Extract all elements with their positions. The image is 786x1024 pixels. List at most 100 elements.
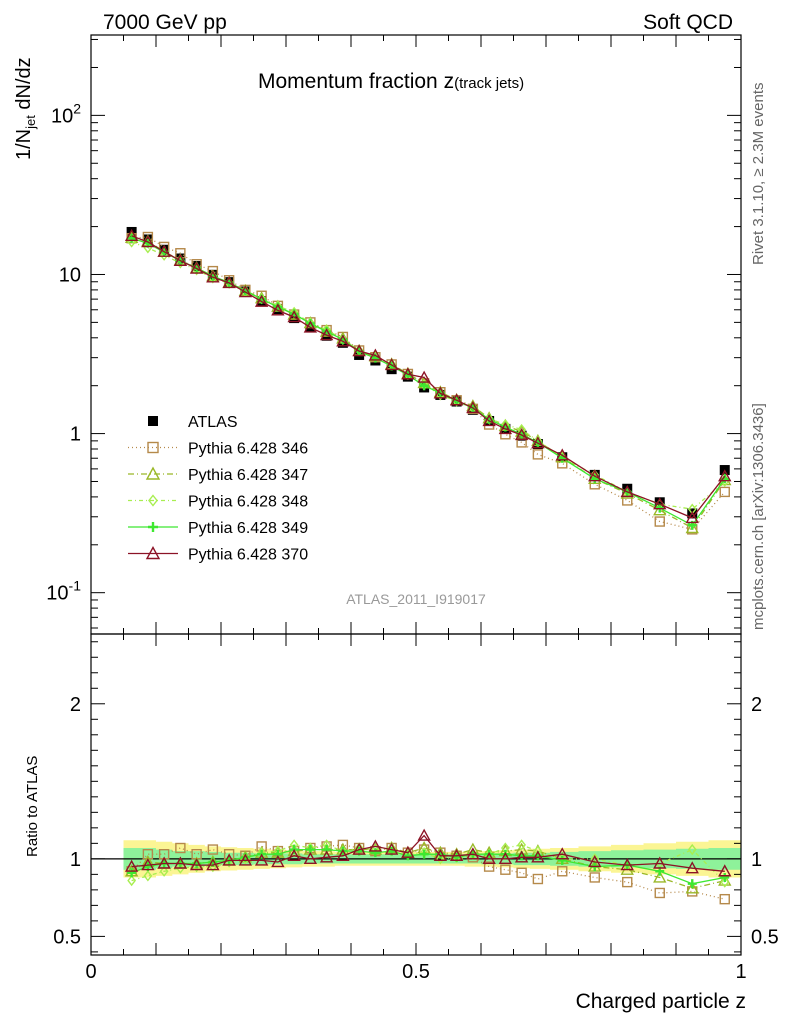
- main-series-point-5-11: [303, 320, 318, 333]
- main-series-point-4-0: [127, 233, 137, 243]
- ratio-series-point-4-21: [466, 847, 480, 860]
- main-series-point-5-17: [401, 367, 415, 380]
- ratio-series-point-0-25: [532, 873, 544, 885]
- legend-label-3: Pythia 6.428 348: [188, 494, 308, 511]
- main-series-point-1-25: [532, 449, 544, 460]
- header-left: 7000 GeV pp: [103, 11, 227, 34]
- main-series-point-5-15: [368, 348, 383, 361]
- main-series-point-2-30: [685, 521, 699, 534]
- rivet-label: Rivet 3.1.10, ≥ 2.3M events: [750, 83, 767, 266]
- main-series-point-1-31: [719, 486, 730, 498]
- main-series-point-5-21: [466, 400, 480, 414]
- main-series-point-5-13: [336, 334, 350, 347]
- main-series-point-5-6: [222, 275, 236, 289]
- ratio-series-point-3-26: [557, 855, 567, 865]
- ratio-series-point-4-14: [352, 842, 366, 855]
- main-series-point-0-29: [654, 497, 665, 508]
- main-series-point-5-26: [555, 448, 569, 461]
- ratio-series-point-4-15: [368, 839, 383, 852]
- ratio-series-point-3-31: [720, 872, 730, 882]
- ratio-series-point-4-3: [173, 856, 188, 869]
- main-series-point-5-7: [238, 285, 253, 298]
- legend-label-4: Pythia 6.428 349: [188, 520, 308, 537]
- ratio-frame: [90, 633, 742, 956]
- ratio-series-point-3-30: [687, 879, 697, 889]
- legend-label-0: ATLAS: [188, 414, 238, 431]
- ratio-series-point-4-19: [433, 848, 448, 861]
- ratio-ytick-label-1: 1: [70, 849, 81, 871]
- main-series-point-5-4: [189, 261, 204, 274]
- ratio-series-point-4-18: [417, 828, 431, 841]
- ratio-series-point-4-4: [189, 858, 204, 871]
- main-series-point-5-8: [254, 294, 269, 307]
- main-ytick-label-2: 10: [59, 264, 81, 286]
- ratio-series-point-2-30: [687, 843, 697, 856]
- main-series-point-5-25: [531, 436, 545, 449]
- ratio-ytick-label-right-1: 1: [751, 849, 762, 871]
- main-title: Momentum fraction z(track jets): [258, 70, 524, 93]
- ratio-series-point-0-28: [622, 876, 633, 888]
- ratio-series-point-3-0: [127, 868, 137, 878]
- ratio-series-point-4-6: [222, 853, 236, 866]
- main-ylabel-sub: jet: [23, 115, 38, 130]
- legend: ATLAS Pythia 6.428 346 Pythia 6.428 347 Pyt…: [128, 414, 308, 564]
- main-series-point-5-23: [498, 421, 513, 435]
- ratio-series-point-4-5: [206, 858, 220, 871]
- ratio-series-point-2-31: [720, 876, 730, 888]
- ratio-series-point-3-15: [370, 848, 380, 858]
- ratio-series-point-2-1: [143, 870, 153, 882]
- ratio-series-point-4-23: [498, 851, 513, 865]
- main-series-point-5-14: [352, 344, 366, 357]
- legend-label-2: Pythia 6.428 347: [188, 467, 308, 484]
- x-axis-label: Charged particle z: [576, 990, 746, 1013]
- ratio-series-point-0-22: [483, 861, 495, 872]
- ratio-series-point-4-26: [555, 847, 569, 860]
- main-title-text: Momentum fraction z: [258, 70, 454, 93]
- ytick-base: 10: [51, 105, 73, 127]
- main-series-point-5-30: [685, 510, 699, 524]
- main-series-point-5-1: [141, 235, 155, 248]
- main-series-point-5-10: [287, 310, 301, 323]
- ratio-series-point-2-0: [127, 874, 137, 887]
- ratio-ylabel: Ratio to ATLAS: [24, 756, 41, 857]
- legend-marker-2: [145, 466, 161, 480]
- ratio-ytick-label-0: 0.5: [53, 926, 81, 948]
- legend-marker-3: [148, 494, 158, 507]
- ratio-ytick-label-right-2: 2: [751, 694, 762, 716]
- main-frame: [90, 34, 742, 635]
- main-title-sub: (track jets): [454, 75, 524, 92]
- ratio-ytick-label-right-0: 0.5: [751, 926, 779, 948]
- main-series-point-5-22: [482, 414, 496, 427]
- ratio-series-point-4-31: [718, 864, 732, 877]
- main-series-point-1-29: [654, 516, 665, 527]
- main-series-point-4-31: [720, 474, 730, 484]
- legend-marker-4: [148, 522, 158, 532]
- ratio-series-point-0-27: [589, 872, 600, 883]
- ratio-series-point-4-12: [319, 850, 334, 863]
- ratio-series-point-4-27: [588, 855, 602, 868]
- ratio-series-point-0-23: [500, 864, 511, 875]
- ratio-series-point-3-18: [419, 849, 429, 859]
- main-ylabel-post: dN/dz: [13, 57, 35, 115]
- ratio-series-point-4-30: [685, 861, 699, 874]
- ratio-panel: 0 0.5 10.5 0.51 12 2: [53, 633, 779, 983]
- ratio-series-point-0-3: [175, 842, 186, 854]
- main-series-point-5-20: [449, 393, 464, 406]
- x-tick-label-2: 1: [735, 961, 746, 983]
- main-ylabel: 1/Njet dN/dz: [13, 57, 38, 160]
- legend-marker-0: [148, 416, 158, 426]
- ratio-series-point-4-7: [238, 853, 253, 866]
- ratio-series-point-1-30: [685, 881, 699, 894]
- mcplots-label: mcplots.cern.ch [arXiv:1306.3436]: [750, 403, 767, 630]
- ratio-series-point-4-20: [449, 848, 464, 861]
- ratio-series-point-4-17: [401, 845, 415, 858]
- ratio-series-point-1-29: [653, 870, 667, 883]
- main-series-point-5-5: [206, 270, 220, 283]
- main-series-point-5-12: [319, 328, 334, 341]
- ratio-series-line-2: [131, 844, 726, 883]
- ratio-series-point-4-2: [157, 856, 171, 869]
- ratio-series-point-4-28: [620, 858, 634, 871]
- main-series-point-5-31: [718, 469, 732, 482]
- ratio-series-point-4-22: [482, 851, 496, 865]
- ratio-series-point-4-16: [384, 842, 399, 855]
